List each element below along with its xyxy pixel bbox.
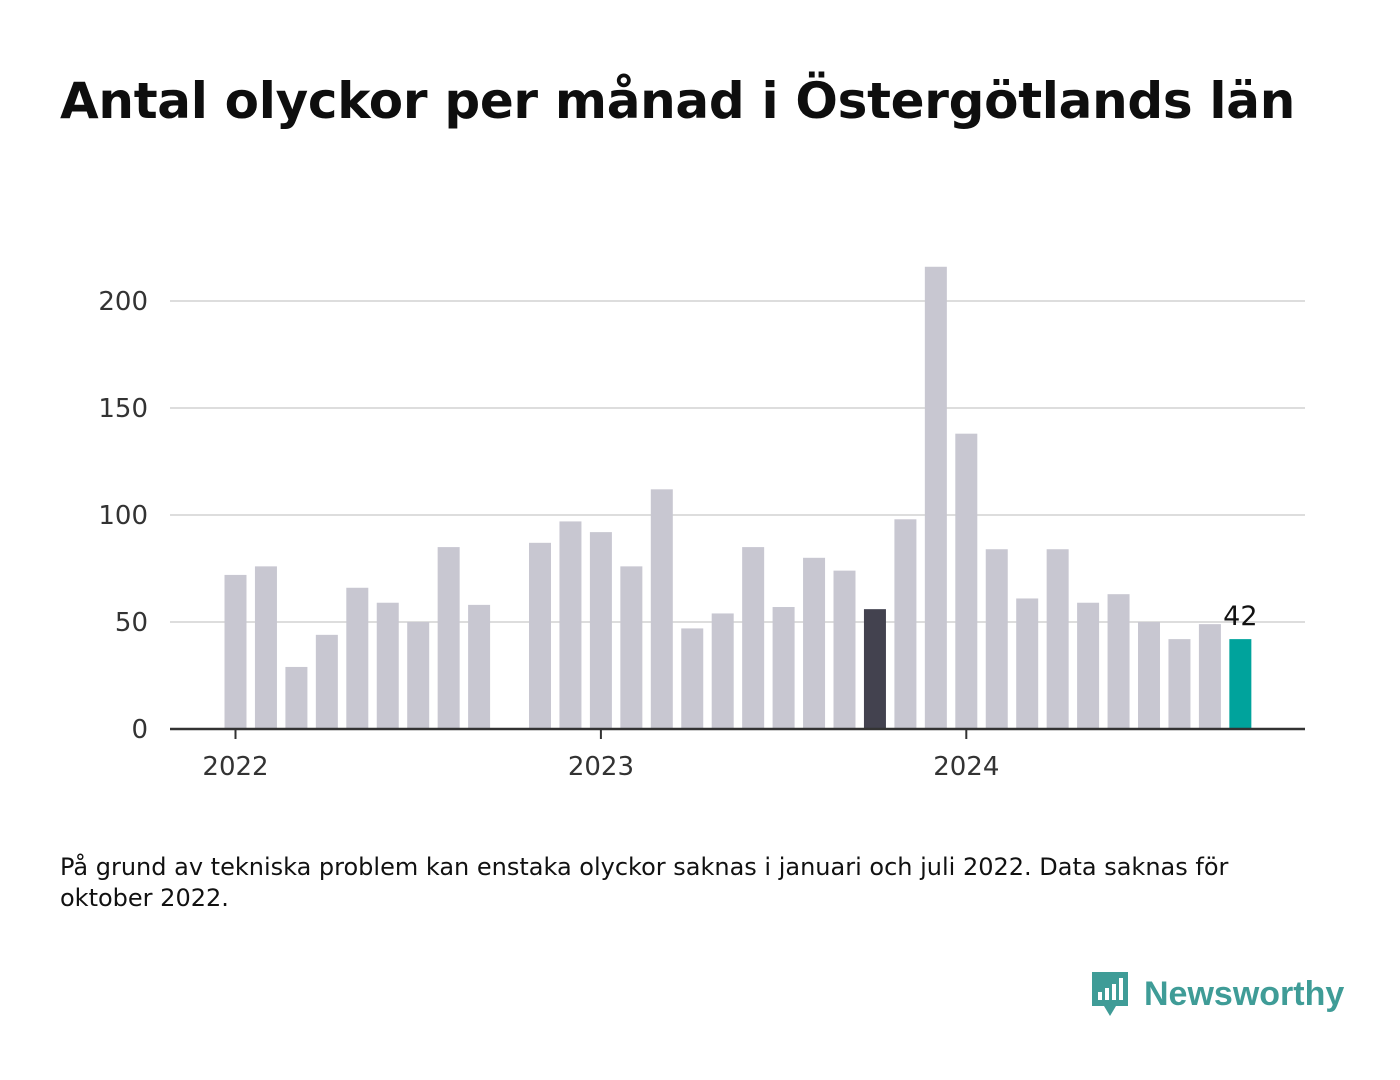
bar-2024-03: [1016, 598, 1039, 729]
bar-2024-01: [955, 433, 978, 729]
grid-lines: [170, 300, 1305, 623]
x-tick-label: 2023: [568, 752, 634, 782]
page-title: Antal olyckor per månad i Östergötlands …: [60, 72, 1296, 130]
brand-name: Newsworthy: [1144, 974, 1345, 1013]
x-tick-label: 2022: [202, 752, 268, 782]
bar-2023-05: [711, 613, 734, 729]
data-labels: 42: [1223, 601, 1257, 632]
y-tick-label: 100: [98, 501, 148, 531]
y-tick-label: 50: [115, 608, 148, 638]
bar-2022-05: [346, 587, 369, 729]
data-label-2024-10: 42: [1223, 601, 1257, 632]
bar-2022-08: [437, 547, 460, 729]
bar-2024-05: [1077, 602, 1100, 729]
y-tick-label: 0: [131, 715, 148, 745]
bar-2024-08: [1168, 639, 1191, 729]
y-tick-label: 150: [98, 394, 148, 424]
bar-2024-04: [1046, 549, 1069, 729]
bar-2023-07: [772, 607, 795, 729]
bar-2022-11: [529, 542, 551, 729]
x-tick-label: 2024: [933, 752, 999, 782]
bar-2022-03: [285, 666, 308, 729]
bar-2023-11: [894, 519, 917, 729]
bar-2024-07: [1138, 622, 1160, 729]
y-axis-ticks: 0 50 100 150 200: [98, 287, 148, 745]
bar-2022-09: [468, 604, 491, 729]
bar-2023-04: [681, 628, 704, 729]
bars: [224, 266, 1252, 729]
bar-2023-01: [589, 532, 612, 729]
bar-chart: 0 50 100 150 200 2022 2023 2024 42: [98, 266, 1305, 782]
bar-2022-02: [254, 566, 277, 729]
bar-2024-09: [1198, 624, 1221, 729]
bar-2023-08: [803, 557, 826, 729]
bar-2022-07: [407, 622, 430, 729]
bar-2023-06: [742, 547, 765, 729]
bar-2024-10: [1229, 639, 1252, 729]
bar-2023-03: [650, 489, 673, 729]
bar-2023-10: [863, 609, 886, 729]
bar-2024-02: [985, 549, 1008, 729]
bar-2024-06: [1107, 594, 1130, 729]
bar-2022-12: [559, 521, 582, 729]
bar-2022-06: [376, 602, 399, 729]
bar-2022-01: [224, 574, 247, 729]
footnote: På grund av tekniska problem kan enstaka…: [60, 853, 1229, 912]
bar-2023-12: [924, 266, 947, 729]
bar-chart-speech-bubble-icon: [1092, 972, 1128, 1016]
bar-2023-09: [833, 570, 856, 729]
y-tick-label: 200: [98, 287, 148, 317]
bar-2022-04: [315, 634, 338, 729]
x-axis-ticks: 2022 2023 2024: [202, 729, 999, 782]
bar-2023-02: [620, 566, 643, 729]
brand-logo: Newsworthy: [1090, 970, 1344, 1018]
